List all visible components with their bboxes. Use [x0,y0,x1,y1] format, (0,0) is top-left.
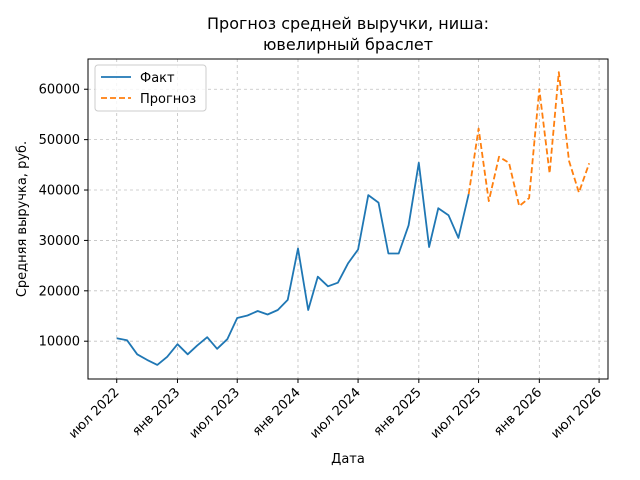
data-point [578,192,580,194]
y-axis: 10000 20000 30000 40000 50000 60000 [39,83,88,350]
chart-title-line-1: Прогноз средней выручки, ниша: [207,14,489,33]
data-point [347,262,349,264]
y-tick-label: 30000 [39,234,80,249]
y-tick-label: 20000 [39,284,80,299]
data-point [236,317,238,319]
data-point [337,282,339,284]
data-point [558,71,560,73]
plot-frame [87,58,609,380]
data-point [437,207,439,209]
data-point [226,338,228,340]
data-point [146,359,148,361]
data-point [508,162,510,164]
y-axis-label: Средняя выручка, руб. [15,141,30,297]
data-point [327,285,329,287]
y-tick-label: 50000 [39,133,80,148]
data-point [588,162,590,164]
data-point [538,88,540,90]
data-point [196,345,198,347]
data-point [177,343,179,345]
data-point [418,162,420,164]
data-point [257,310,259,312]
data-point [357,249,359,251]
data-point [378,202,380,204]
data-point [126,339,128,341]
data-point [428,246,430,248]
series-line-fact [116,161,470,366]
data-point [528,197,530,199]
data-point [488,200,490,202]
data-point [549,173,551,175]
data-point [568,160,570,162]
data-point [398,253,400,255]
data-point [297,248,299,250]
data-lines [116,71,591,366]
data-point [478,128,480,130]
data-point [267,314,269,316]
grid-lines [88,59,608,379]
series-line-forecast [467,71,591,207]
data-point [216,348,218,350]
data-point [468,193,470,195]
data-point [408,224,410,226]
data-point [287,299,289,301]
data-point [206,336,208,338]
data-point [307,309,309,311]
data-point [116,337,118,339]
data-point [367,194,369,196]
y-tick-label: 10000 [39,335,80,350]
data-point [136,353,138,355]
data-point [156,364,158,366]
data-point [277,309,279,311]
data-point [388,253,390,255]
y-tick-label: 60000 [39,83,80,98]
data-point [187,353,189,355]
data-point [166,356,168,358]
data-point [247,315,249,317]
x-axis-label: Дата [331,452,365,467]
data-point [448,214,450,216]
data-point [317,276,319,278]
y-tick-label: 40000 [39,184,80,199]
data-point [498,156,500,158]
data-point [518,205,520,207]
legend-label-forecast: Прогноз [140,92,196,107]
legend: Факт Прогноз [94,64,207,112]
data-point [458,237,460,239]
chart-title-line-2: ювелирный браслет [263,35,433,54]
legend-label-fact: Факт [140,71,175,86]
